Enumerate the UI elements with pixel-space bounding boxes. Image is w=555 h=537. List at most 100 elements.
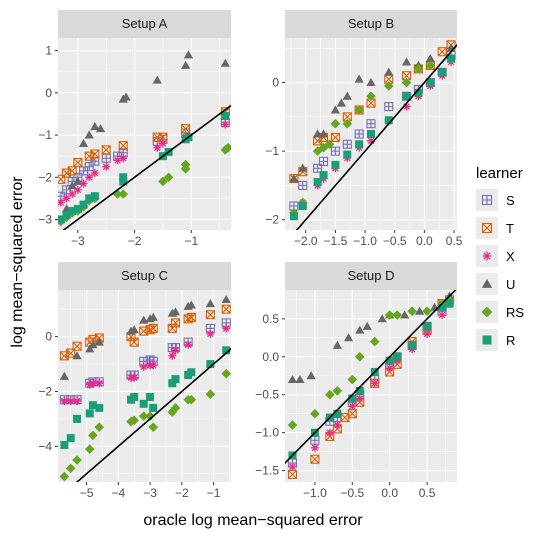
point-rs	[354, 105, 364, 115]
legend-item-t: T	[476, 217, 514, 239]
point-r	[171, 375, 180, 384]
reference-line	[285, 290, 457, 465]
point-r	[414, 88, 423, 97]
panel-strip	[58, 10, 231, 38]
point-rs	[392, 310, 402, 320]
point-rs	[310, 408, 320, 419]
point-r	[408, 341, 417, 350]
point-u	[181, 60, 191, 69]
point-t	[221, 304, 231, 314]
x-tick-label: −3	[143, 486, 157, 500]
y-axis-title: log mean−squared error	[9, 176, 26, 348]
point-r	[79, 200, 88, 209]
y-tick-label: 1	[45, 44, 52, 58]
point-u	[415, 306, 425, 315]
point-r	[438, 303, 447, 312]
point-r	[319, 171, 328, 180]
panel-4: Setup D −1.0 −0.5 0.0 0.5 −1.5 −1.0 −0.5 0.0 0.5	[255, 262, 457, 500]
x-tick-label: 0.0	[381, 486, 398, 500]
point-rs	[158, 176, 168, 187]
x-tick-label: 0.0	[416, 234, 433, 248]
point-r	[423, 322, 432, 331]
x-tick-label: −1	[207, 486, 221, 500]
point-x	[102, 162, 111, 171]
point-r	[187, 368, 196, 377]
point-u	[90, 122, 100, 131]
point-r	[313, 178, 322, 186]
point-s	[342, 139, 352, 149]
point-x	[58, 198, 65, 207]
point-r	[367, 130, 375, 138]
point-x	[90, 169, 99, 178]
point-t	[148, 323, 158, 333]
point-rs	[287, 420, 298, 430]
point-r	[355, 386, 364, 395]
point-x	[153, 143, 162, 152]
panels: Setup A −3 −2 −1 −3 −2 −1 0 1 Setup B −2.0 −1.5 −1.0…	[38, 10, 463, 500]
legend-item-u: U	[476, 273, 515, 295]
point-rs	[422, 306, 432, 317]
x-tick-label: −0.5	[340, 486, 364, 500]
point-u	[67, 181, 77, 190]
legend-symbol-u	[481, 278, 493, 288]
point-u	[59, 371, 69, 380]
point-rs	[347, 374, 358, 385]
point-r	[384, 116, 393, 125]
point-t	[205, 310, 215, 320]
point-u	[78, 138, 89, 147]
point-u	[400, 310, 410, 319]
point-r	[206, 360, 215, 369]
legend-symbol-r	[482, 335, 492, 345]
point-t	[118, 141, 128, 151]
y-tick-label: −2	[38, 170, 52, 184]
x-tick-label: −2	[175, 486, 189, 500]
point-t	[90, 149, 100, 159]
point-rs	[186, 394, 197, 405]
legend-label: RS	[506, 305, 524, 320]
point-x	[288, 462, 297, 471]
point-u	[220, 58, 230, 67]
point-u	[287, 374, 298, 383]
point-x	[85, 173, 94, 182]
point-rs	[384, 310, 395, 320]
points	[59, 295, 231, 482]
point-s	[366, 119, 376, 129]
point-s	[354, 129, 364, 139]
point-r	[85, 409, 94, 418]
point-x	[158, 139, 167, 148]
point-x	[171, 346, 180, 355]
point-x	[79, 179, 88, 188]
point-u	[355, 325, 365, 334]
point-r	[90, 192, 99, 201]
point-u	[306, 371, 316, 380]
point-rs	[129, 415, 139, 426]
point-u	[336, 98, 346, 107]
legend-symbol-rs	[481, 306, 493, 318]
point-t	[186, 312, 196, 322]
legend-symbol-x	[482, 251, 492, 261]
point-rs	[170, 403, 181, 413]
point-r	[343, 150, 352, 159]
point-r	[348, 394, 357, 403]
point-u	[148, 312, 158, 321]
y-tick-label: −0.5	[255, 388, 279, 402]
point-u	[152, 75, 162, 84]
point-x	[95, 379, 104, 388]
legend-item-rs: RS	[476, 301, 524, 323]
legend-label: S	[506, 193, 515, 208]
legend-label: U	[506, 277, 515, 292]
point-rs	[72, 455, 82, 465]
point-x	[88, 379, 97, 388]
point-u	[295, 374, 305, 383]
point-x	[184, 340, 193, 349]
point-x	[348, 402, 357, 411]
y-tick-label: −2	[38, 384, 52, 398]
y-tick-label: −1.5	[255, 464, 279, 478]
point-u	[170, 307, 181, 316]
point-r	[85, 194, 94, 203]
point-s	[330, 146, 340, 156]
point-x	[310, 443, 319, 452]
point-t	[167, 323, 177, 333]
point-x	[221, 120, 230, 129]
